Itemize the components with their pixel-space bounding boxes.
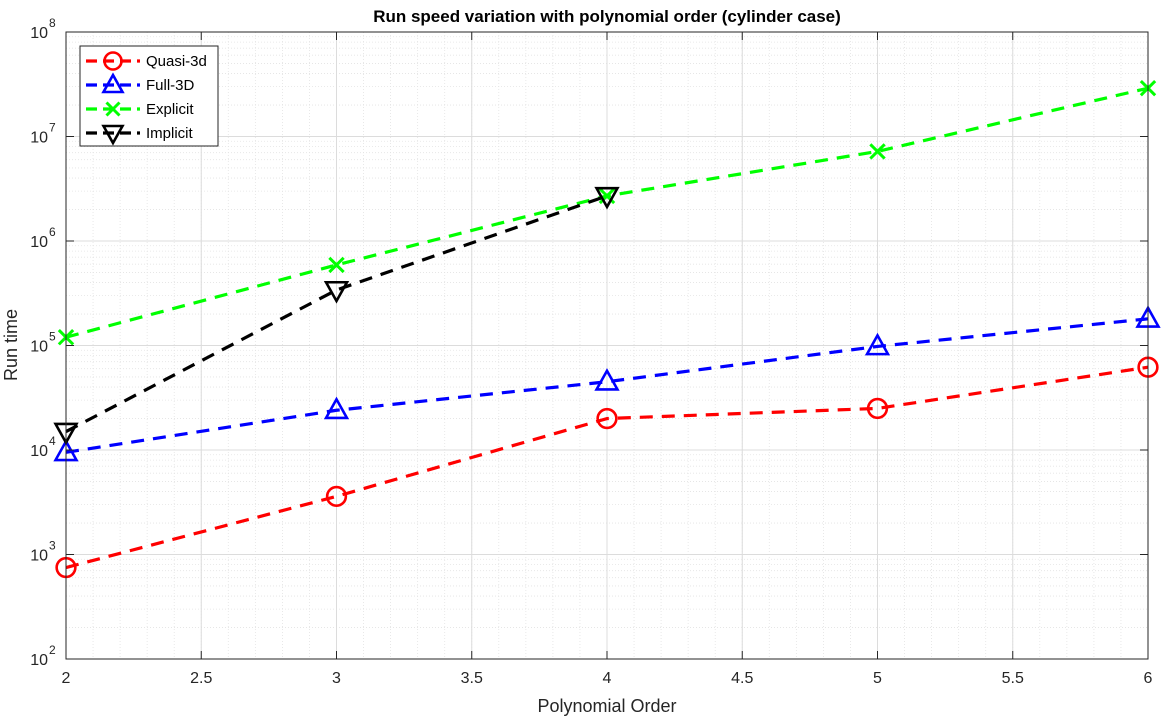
legend-marker-explicit (105, 101, 121, 117)
series-line-quasi-3d (65, 365, 1149, 570)
legend-item-quasi-3d: Quasi-3d (86, 51, 207, 71)
x-tick-label: 3.5 (461, 670, 483, 687)
data-point-explicit (328, 256, 345, 274)
data-point-quasi-3d (866, 397, 889, 420)
legend-marker-implicit (101, 124, 125, 146)
y-tick-exponent: 2 (49, 643, 56, 657)
legend-box (79, 45, 219, 147)
y-tick-exponent: 4 (49, 434, 56, 448)
legend-item-explicit: Explicit (86, 101, 194, 118)
data-point-implicit (323, 280, 350, 304)
y-tick-label: 10 (30, 443, 48, 460)
legend-item-implicit: Implicit (86, 124, 194, 146)
x-tick-label: 6 (1144, 670, 1153, 687)
legend-item-full-3d: Full-3D (86, 72, 195, 94)
legend-marker-explicit-stroke (105, 101, 121, 117)
y-tick-exponent: 5 (49, 330, 56, 344)
legend-label-full-3d: Full-3D (146, 77, 195, 94)
x-tick-label: 3 (332, 670, 341, 687)
x-axis-label: Polynomial Order (537, 696, 676, 716)
series-line-full-3d (65, 317, 1149, 454)
x-tick-label: 2.5 (190, 670, 212, 687)
y-axis-label: Run time (1, 309, 21, 381)
y-tick-exponent: 8 (49, 16, 56, 30)
data-point-full-3d (323, 396, 350, 420)
x-tick-label: 5.5 (1002, 670, 1024, 687)
y-tick-exponent: 7 (49, 121, 56, 135)
series-implicit (53, 186, 620, 446)
y-tick-exponent: 6 (49, 225, 56, 239)
data-point-full-3d (594, 368, 620, 391)
legend-label-implicit: Implicit (146, 125, 194, 142)
data-point-explicit-stroke (328, 256, 345, 274)
x-tick-label: 5 (873, 670, 882, 687)
series-explicit (57, 79, 1157, 346)
legend-label-quasi-3d: Quasi-3d (146, 53, 207, 70)
data-point-quasi-3d (325, 485, 348, 508)
y-tick-label: 10 (30, 548, 48, 565)
series-full-3d (53, 305, 1161, 462)
y-tick-label: 10 (30, 25, 48, 42)
y-tick-exponent: 3 (49, 539, 56, 553)
y-tick-label: 10 (30, 234, 48, 251)
x-tick-label: 4 (603, 670, 612, 687)
data-point-full-3d (864, 332, 891, 356)
chart-title: Run speed variation with polynomial orde… (373, 7, 841, 26)
data-point-explicit-stroke (869, 143, 886, 160)
x-tick-label: 4.5 (731, 670, 753, 687)
x-tick-label: 2 (62, 670, 71, 687)
y-tick-label: 10 (30, 339, 48, 356)
y-tick-label: 10 (30, 652, 48, 669)
data-point-implicit (594, 186, 620, 210)
data-point-quasi-3d (596, 407, 618, 430)
legend-marker-quasi-3d (103, 51, 123, 71)
data-point-explicit (869, 143, 886, 160)
series-line-implicit (65, 194, 608, 434)
legend: Quasi-3d Full-3D Explicit Implicit (79, 45, 219, 147)
y-tick-label: 10 (30, 130, 48, 147)
legend-label-explicit: Explicit (146, 101, 194, 118)
legend-marker-full-3d (101, 72, 125, 94)
